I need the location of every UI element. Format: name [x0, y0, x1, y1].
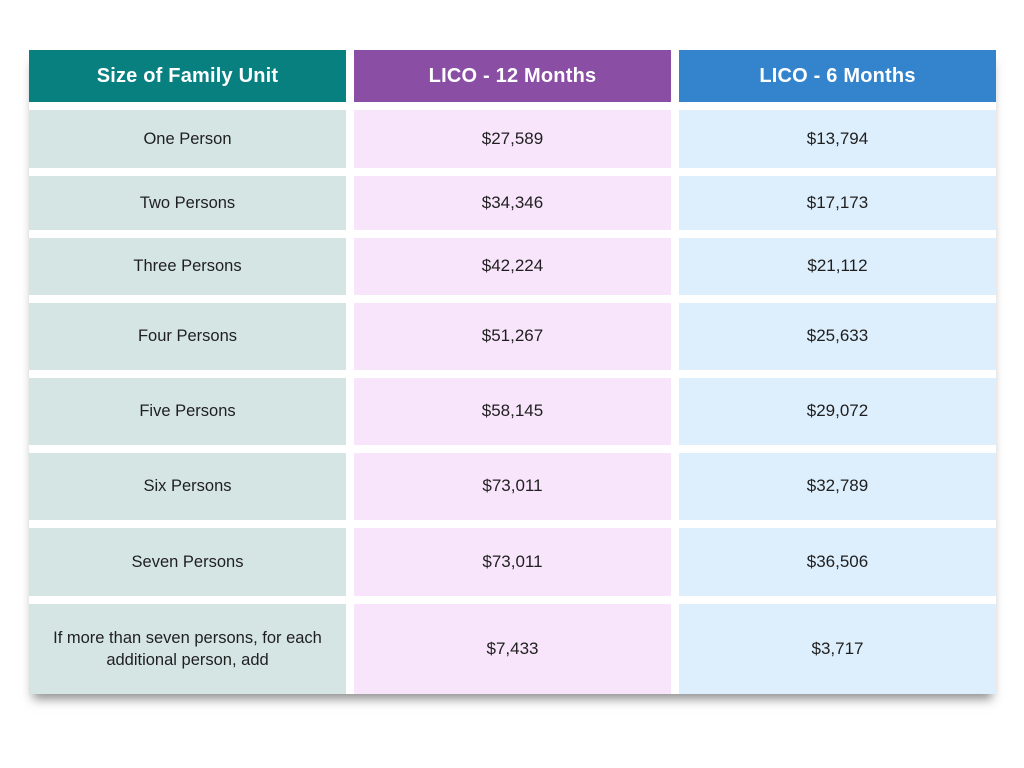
header-cell-family-size: Size of Family Unit	[29, 50, 346, 102]
cell-lico-12: $7,433	[354, 604, 671, 694]
cell-lico-6: $3,717	[679, 604, 996, 694]
cell-family-size: Five Persons	[29, 378, 346, 445]
cell-family-size-additional-person: If more than seven persons, for each add…	[29, 604, 346, 694]
cell-family-size: Six Persons	[29, 453, 346, 520]
header-cell-lico-12-months: LICO - 12 Months	[354, 50, 671, 102]
cell-lico-6: $17,173	[679, 176, 996, 230]
cell-lico-6: $36,506	[679, 528, 996, 596]
cell-lico-12: $42,224	[354, 238, 671, 295]
cell-lico-12: $58,145	[354, 378, 671, 445]
cell-lico-6: $25,633	[679, 303, 996, 370]
cell-family-size: Seven Persons	[29, 528, 346, 596]
cell-lico-6: $32,789	[679, 453, 996, 520]
cell-lico-6: $21,112	[679, 238, 996, 295]
cell-lico-12: $73,011	[354, 453, 671, 520]
cell-lico-6: $29,072	[679, 378, 996, 445]
cell-lico-12: $27,589	[354, 110, 671, 168]
cell-family-size: Four Persons	[29, 303, 346, 370]
cell-family-size: Three Persons	[29, 238, 346, 295]
cell-lico-12: $34,346	[354, 176, 671, 230]
cell-lico-12: $51,267	[354, 303, 671, 370]
cell-family-size: One Person	[29, 110, 346, 168]
cell-lico-6: $13,794	[679, 110, 996, 168]
lico-table: Size of Family Unit LICO - 12 Months LIC…	[29, 50, 996, 694]
cell-lico-12: $73,011	[354, 528, 671, 596]
header-cell-lico-6-months: LICO - 6 Months	[679, 50, 996, 102]
cell-family-size: Two Persons	[29, 176, 346, 230]
